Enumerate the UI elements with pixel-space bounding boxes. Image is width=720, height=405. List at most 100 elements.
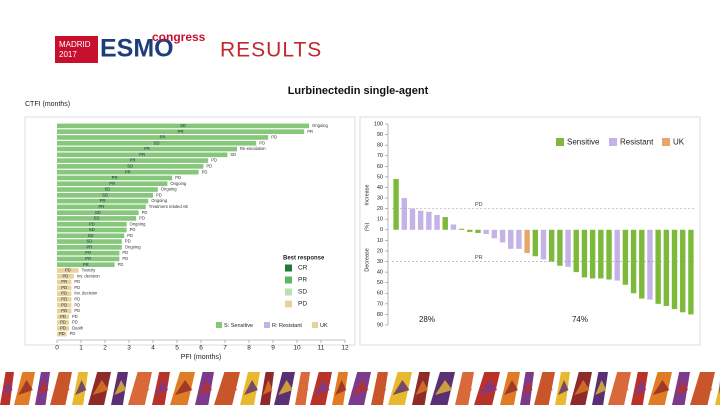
decor-tile <box>675 380 689 395</box>
outcome-label: PD <box>127 233 133 238</box>
reference-label: PD <box>475 202 483 208</box>
waterfall-bar <box>532 229 539 257</box>
decor-tile <box>244 380 258 395</box>
waterfall-bar <box>557 229 563 266</box>
decor-tile <box>392 380 410 395</box>
y-label-unit: (%) <box>364 223 370 232</box>
outcome-label: PD <box>70 331 76 336</box>
y-tick-label: 50 <box>377 174 383 180</box>
y-tick-label: 30 <box>377 259 383 265</box>
response-label: PD <box>60 320 66 325</box>
swim-bar <box>57 129 305 134</box>
legend-label: UK <box>320 323 328 329</box>
y-tick-label: 80 <box>377 143 383 149</box>
outcome-label: PD <box>74 308 80 313</box>
waterfall-bar <box>491 229 498 239</box>
outcome-label: PD <box>72 314 78 319</box>
swim-bar <box>57 216 137 221</box>
y-tick-label: 10 <box>377 217 383 223</box>
swim-bar <box>57 245 122 250</box>
outcome-label: PD <box>206 163 212 168</box>
response-label: SD <box>127 163 133 168</box>
waterfall-bar <box>417 210 424 230</box>
y-tick-label: 40 <box>377 270 383 276</box>
waterfall-bar <box>450 224 457 230</box>
y-tick-label: 90 <box>377 322 383 328</box>
swim-bar <box>57 308 72 314</box>
swim-bar <box>57 320 69 325</box>
logo-suffix: congress <box>152 30 206 44</box>
outcome-label: PD <box>211 158 217 163</box>
outcome-label: PD <box>156 192 162 197</box>
x-tick-label: 0 <box>55 345 59 352</box>
swim-bar <box>57 262 115 268</box>
swim-bar <box>57 135 269 140</box>
y-tick-label: 100 <box>374 121 383 127</box>
y-tick-label: 70 <box>377 301 383 307</box>
waterfall-bar <box>614 229 620 281</box>
response-label: PD <box>60 325 66 330</box>
waterfall-bar <box>639 229 645 299</box>
legend-swatch <box>216 322 222 328</box>
swim-bar <box>57 175 173 181</box>
logo-city: MADRID <box>59 40 91 49</box>
waterfall-bar <box>581 229 588 278</box>
outcome-label: PD <box>271 135 277 140</box>
outcome-label: PD <box>122 250 128 255</box>
swim-bar <box>57 210 139 215</box>
waterfall-bar <box>442 217 448 230</box>
y-axis-title: CTFI (months) <box>25 101 70 108</box>
response-label: SD <box>94 216 100 221</box>
legend-label: R: Resistant <box>272 323 302 329</box>
waterfall-bar <box>688 229 694 315</box>
outcome-label: PD <box>125 239 131 244</box>
response-label: PR <box>85 250 91 255</box>
legend-swatch <box>285 288 292 296</box>
swim-bar <box>57 123 309 129</box>
decor-tile <box>435 380 453 395</box>
swim-bar <box>57 302 72 308</box>
waterfall-bar <box>499 229 506 243</box>
y-tick-label: 30 <box>377 196 383 202</box>
legend-label: Sensitive <box>567 138 600 147</box>
legend-label: Resistant <box>620 138 654 147</box>
outcome-label: Treatment related AE <box>149 204 189 209</box>
decor-tile <box>415 380 429 395</box>
response-label: PD <box>61 285 67 290</box>
decor-tile <box>612 380 629 395</box>
waterfall-bar <box>680 229 686 313</box>
waterfall-bar <box>467 229 473 232</box>
y-tick-label: 50 <box>377 280 383 286</box>
response-label: PR <box>109 181 115 186</box>
waterfall-bar <box>671 229 678 310</box>
outcome-label: Ongoing <box>125 244 142 249</box>
decor-tile <box>175 380 193 395</box>
response-label: PD <box>65 268 71 273</box>
decor-tile <box>198 380 213 395</box>
decor-tile <box>114 380 127 395</box>
waterfall-bar <box>483 229 489 235</box>
response-label: PR <box>178 129 184 134</box>
decor-tile <box>132 380 150 395</box>
outcome-label: PD <box>118 262 124 267</box>
waterfall-bar <box>393 179 399 230</box>
legend-label: UK <box>673 138 685 147</box>
response-label: SD <box>88 233 94 238</box>
decor-tile <box>298 380 309 395</box>
outcome-label: PD <box>130 227 136 232</box>
response-label: PD <box>89 221 95 226</box>
x-tick-label: 5 <box>175 345 179 352</box>
swim-bar <box>57 221 127 227</box>
y-tick-label: 0 <box>380 227 383 233</box>
outcome-label: PD <box>142 210 148 215</box>
outcome-label: PD <box>74 285 80 290</box>
response-label: PD <box>62 273 68 278</box>
legend-swatch <box>556 138 564 146</box>
x-tick-label: 4 <box>151 345 155 352</box>
swim-bar <box>57 192 153 198</box>
legend-swatch <box>264 322 270 328</box>
response-label: PD <box>59 331 65 336</box>
waterfall-bar <box>573 229 579 273</box>
decor-tile <box>558 380 569 395</box>
response-label: PR <box>144 146 150 151</box>
